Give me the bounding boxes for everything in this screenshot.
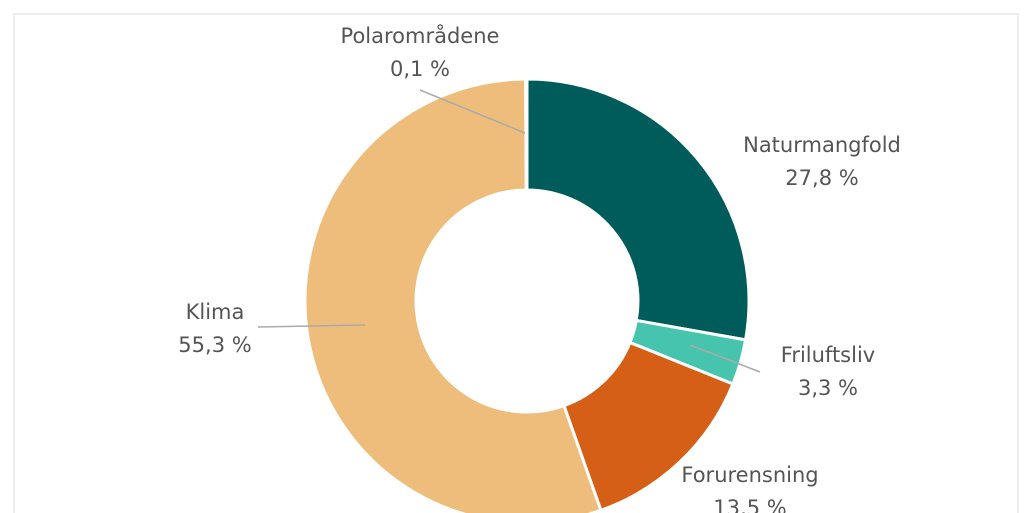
slice-label: Polarområdene — [341, 23, 500, 48]
leader-line — [419, 89, 526, 134]
slice — [524, 77, 529, 192]
value-label: 3,3 % — [798, 376, 858, 400]
leader-line — [689, 344, 761, 373]
slice-label: Friluftsliv — [781, 343, 875, 367]
slice-label: Forurensning — [681, 463, 818, 487]
slice-label: Klima — [186, 300, 245, 324]
value-label: 55,3 % — [178, 333, 251, 357]
slice — [525, 77, 751, 342]
frame — [13, 13, 1019, 513]
value-label: 13,5 % — [713, 496, 786, 513]
value-label: 27,8 % — [785, 166, 858, 190]
slice — [303, 77, 603, 513]
value-label: 0,1 % — [390, 57, 450, 81]
leader-line — [257, 324, 366, 328]
slice — [562, 340, 735, 513]
slice-label: Naturmangfold — [743, 133, 901, 157]
